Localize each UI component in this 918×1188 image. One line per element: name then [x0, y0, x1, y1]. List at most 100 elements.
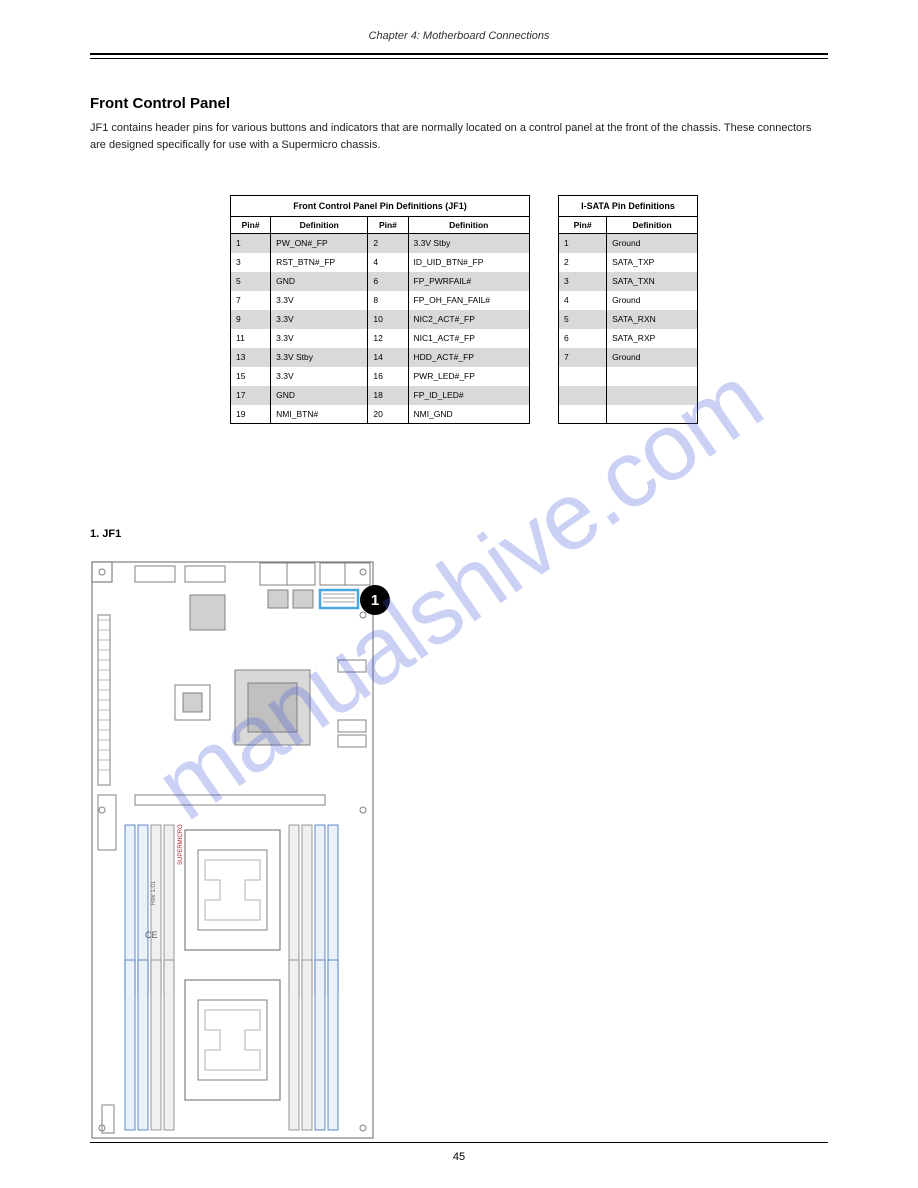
table-cell [607, 367, 698, 386]
table-cell: GND [271, 386, 368, 405]
table-cell: 6 [368, 272, 408, 291]
table-cell: 1 [231, 234, 271, 253]
table-cell: 3.3V [271, 367, 368, 386]
table-cell: 20 [368, 405, 408, 424]
table-cell: 8 [368, 291, 408, 310]
table-cell: FP_PWRFAIL# [408, 272, 530, 291]
table-cell: FP_OH_FAN_FAIL# [408, 291, 530, 310]
table-cell: PWR_LED#_FP [408, 367, 530, 386]
table-cell [559, 367, 607, 386]
table-cell: 4 [368, 253, 408, 272]
table-row: 5SATA_RXN [559, 310, 698, 329]
table-cell: ID_UID_BTN#_FP [408, 253, 530, 272]
table-cell: 15 [231, 367, 271, 386]
table-cell [607, 386, 698, 405]
table-cell: RST_BTN#_FP [271, 253, 368, 272]
table-cell: 2 [559, 253, 607, 272]
table-cell: SATA_RXN [607, 310, 698, 329]
table-cell: 1 [559, 234, 607, 253]
table-row: 73.3V8FP_OH_FAN_FAIL# [231, 291, 530, 310]
col-head: Pin# [559, 217, 607, 234]
table-cell: 16 [368, 367, 408, 386]
table-row: 1PW_ON#_FP23.3V Stby [231, 234, 530, 253]
table-cell: NMI_BTN# [271, 405, 368, 424]
tables-container: Front Control Panel Pin Definitions (JF1… [230, 195, 698, 424]
table-cell: 18 [368, 386, 408, 405]
table-row: 113.3V12NIC1_ACT#_FP [231, 329, 530, 348]
bottom-rule [90, 1142, 828, 1143]
svg-text:Rev 1.01: Rev 1.01 [151, 880, 157, 905]
motherboard-svg: SUPERMICRO Rev 1.01 CE [90, 560, 375, 1140]
table-row [559, 367, 698, 386]
table-cell: NMI_GND [408, 405, 530, 424]
table-cell: 5 [231, 272, 271, 291]
table-row: 4Ground [559, 291, 698, 310]
col-head: Pin# [368, 217, 408, 234]
table-row: 7Ground [559, 348, 698, 367]
table-row: 93.3V10NIC2_ACT#_FP [231, 310, 530, 329]
table-cell: 11 [231, 329, 271, 348]
table-cell: 3.3V Stby [408, 234, 530, 253]
table-cell [559, 405, 607, 424]
motherboard-diagram: SUPERMICRO Rev 1.01 CE [90, 560, 375, 1140]
col-head: Definition [408, 217, 530, 234]
table-cell [559, 386, 607, 405]
table-cell: 5 [559, 310, 607, 329]
table-cell: 12 [368, 329, 408, 348]
table-cell: Ground [607, 348, 698, 367]
table-head-row: Pin# Definition Pin# Definition [231, 217, 530, 234]
page-number: 45 [0, 1151, 918, 1163]
table-cell: NIC1_ACT#_FP [408, 329, 530, 348]
body-paragraph: JF1 contains header pins for various but… [90, 120, 828, 153]
table-row: 2SATA_TXP [559, 253, 698, 272]
isata-pin-table: I-SATA Pin Definitions Pin# Definition 1… [558, 195, 698, 424]
top-double-rule [90, 53, 828, 59]
figure-legend: 1. JF1 [90, 528, 121, 540]
table-row: 17GND18FP_ID_LED# [231, 386, 530, 405]
table-cell: PW_ON#_FP [271, 234, 368, 253]
col-head: Definition [607, 217, 698, 234]
table-cell: 13 [231, 348, 271, 367]
table-cell: Ground [607, 291, 698, 310]
table-row: 5GND6FP_PWRFAIL# [231, 272, 530, 291]
col-head: Definition [271, 217, 368, 234]
table-title: I-SATA Pin Definitions [559, 196, 698, 217]
table-row: 1Ground [559, 234, 698, 253]
table-cell: HDD_ACT#_FP [408, 348, 530, 367]
table-row: 3RST_BTN#_FP4ID_UID_BTN#_FP [231, 253, 530, 272]
table-row: 6SATA_RXP [559, 329, 698, 348]
table-cell: 3.3V Stby [271, 348, 368, 367]
table-cell: 14 [368, 348, 408, 367]
table-cell: 3.3V [271, 291, 368, 310]
table-cell: 7 [231, 291, 271, 310]
svg-text:SUPERMICRO: SUPERMICRO [178, 824, 184, 865]
front-panel-pin-table: Front Control Panel Pin Definitions (JF1… [230, 195, 530, 424]
table-cell: SATA_TXP [607, 253, 698, 272]
table-row: 19NMI_BTN#20NMI_GND [231, 405, 530, 424]
table-cell [607, 405, 698, 424]
table-cell: GND [271, 272, 368, 291]
table-cell: 3 [231, 253, 271, 272]
table-cell: 7 [559, 348, 607, 367]
table-row [559, 405, 698, 424]
table-cell: 2 [368, 234, 408, 253]
page-header: Chapter 4: Motherboard Connections [0, 30, 918, 42]
table-cell: 3 [559, 272, 607, 291]
table-row: 3SATA_TXN [559, 272, 698, 291]
table-cell: NIC2_ACT#_FP [408, 310, 530, 329]
table-cell: SATA_RXP [607, 329, 698, 348]
table-cell: 19 [231, 405, 271, 424]
callout-marker-1: 1 [360, 585, 390, 615]
svg-text:CE: CE [145, 930, 158, 940]
table-cell: 6 [559, 329, 607, 348]
table-cell: 10 [368, 310, 408, 329]
section-title: Front Control Panel [90, 95, 230, 112]
table-cell: 3.3V [271, 329, 368, 348]
col-head: Pin# [231, 217, 271, 234]
table-cell: Ground [607, 234, 698, 253]
table-cell: SATA_TXN [607, 272, 698, 291]
table-cell: 17 [231, 386, 271, 405]
table-cell: 4 [559, 291, 607, 310]
table-row: 153.3V16PWR_LED#_FP [231, 367, 530, 386]
table-head-row: Pin# Definition [559, 217, 698, 234]
